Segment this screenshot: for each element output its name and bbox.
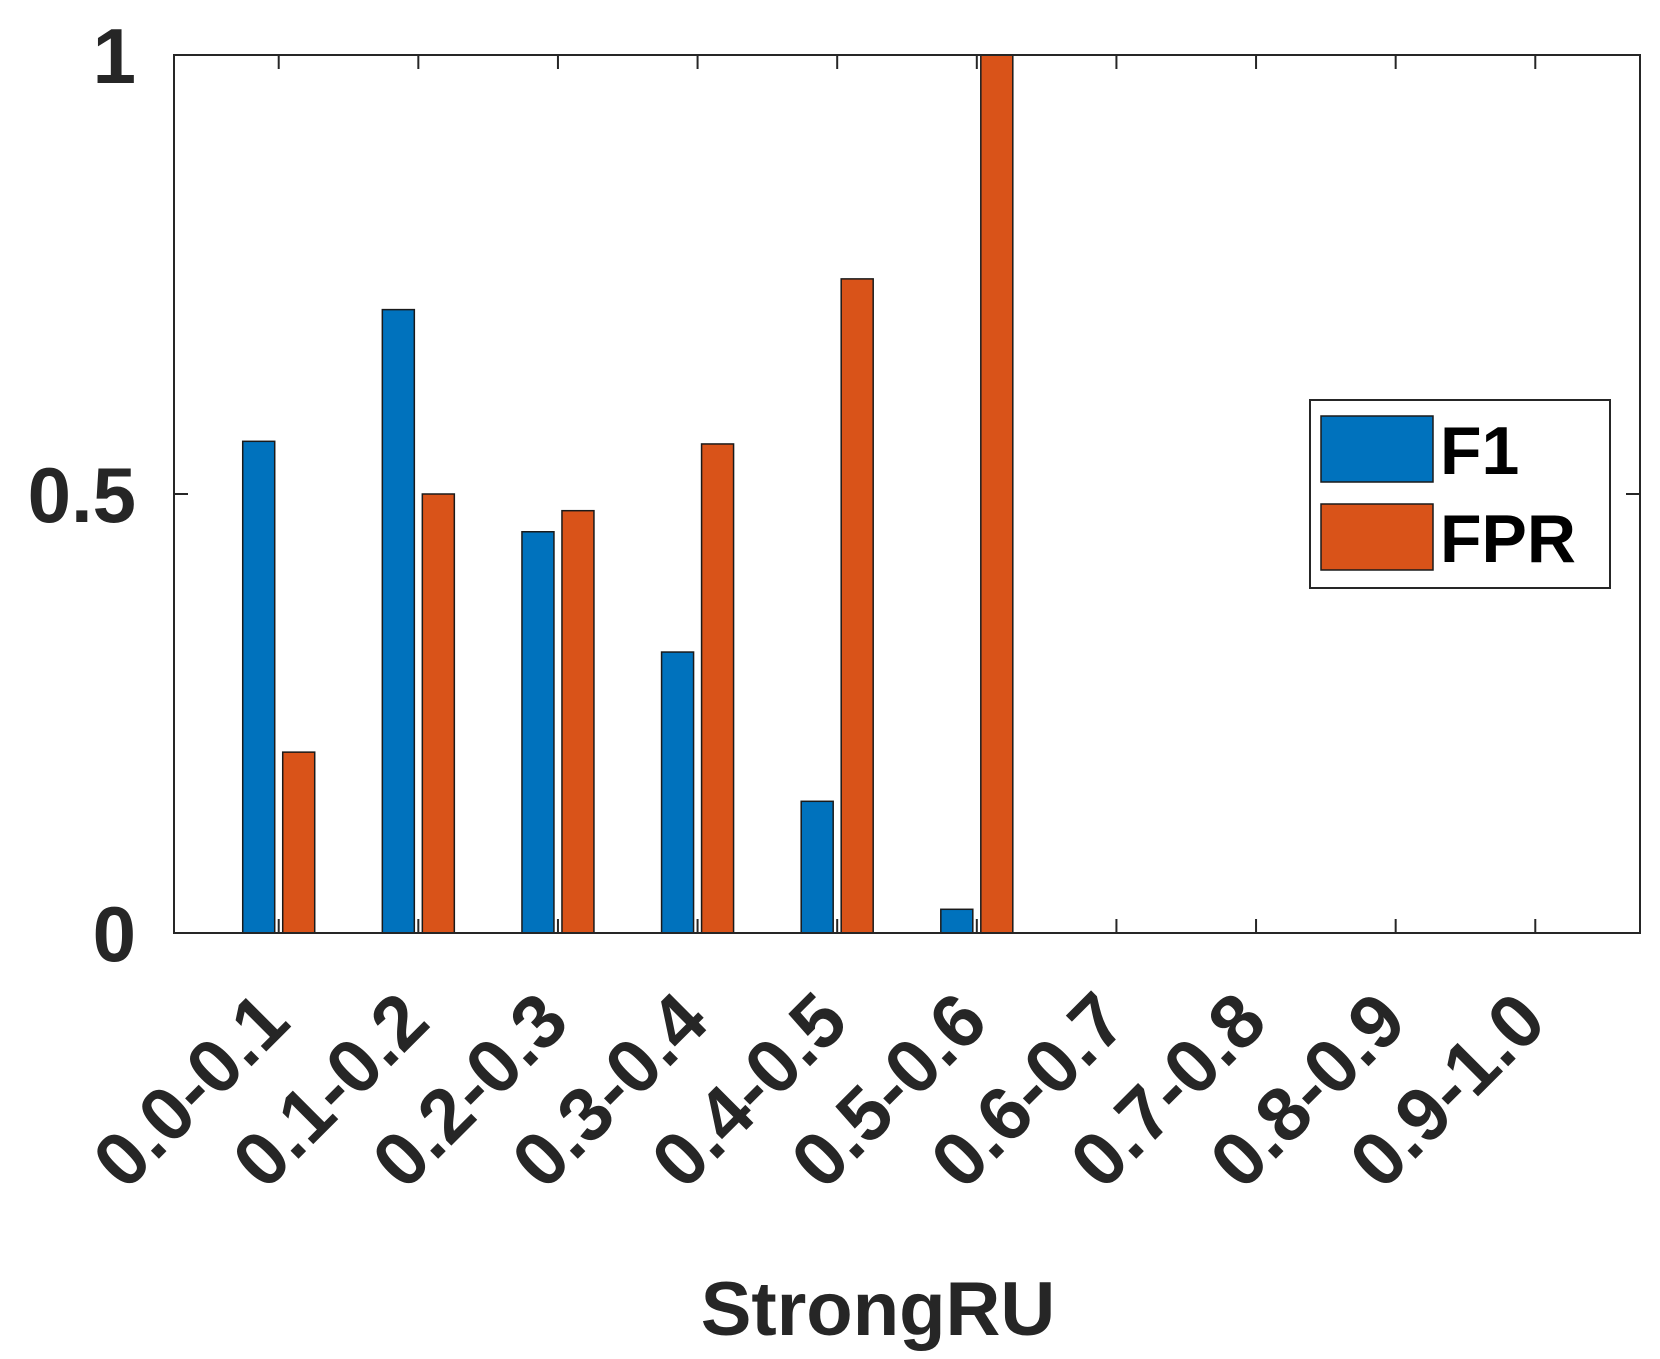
bar-fpr-0.4-0.5 xyxy=(840,278,874,934)
y-tick-label: 0.5 xyxy=(28,451,136,539)
bar-fpr-0.2-0.3 xyxy=(561,509,595,934)
bar-fpr-0.0-0.1 xyxy=(281,751,316,934)
bars-layer xyxy=(241,54,1014,934)
bar-f1-0.4-0.5 xyxy=(800,800,834,934)
ticks-layer xyxy=(174,54,1640,934)
y-tick-label: 0 xyxy=(93,890,136,978)
legend: F1 FPR xyxy=(1309,399,1611,589)
legend-label-f1: F1 xyxy=(1440,413,1519,489)
bar-f1-0.1-0.2 xyxy=(381,308,416,934)
bar-fpr-0.3-0.4 xyxy=(700,443,735,934)
legend-swatch-fpr xyxy=(1320,503,1434,571)
bar-fpr-0.5-0.6 xyxy=(980,54,1014,934)
y-tick-labels: 00.51 xyxy=(28,12,136,978)
bar-f1-0.2-0.3 xyxy=(521,531,555,934)
x-tick-labels: 0.0-0.10.1-0.20.2-0.30.3-0.40.4-0.50.5-0… xyxy=(77,977,1561,1204)
bar-f1-0.3-0.4 xyxy=(660,651,695,934)
legend-entries: F1 FPR xyxy=(1320,413,1576,577)
bar-f1-0.5-0.6 xyxy=(940,908,974,934)
bar-f1-0.0-0.1 xyxy=(241,440,276,934)
bar-fpr-0.1-0.2 xyxy=(421,493,456,934)
y-tick-label: 1 xyxy=(93,12,136,100)
legend-swatch-f1 xyxy=(1320,415,1434,483)
legend-label-fpr: FPR xyxy=(1440,501,1576,577)
x-axis-title: StrongRU xyxy=(701,1267,1056,1352)
